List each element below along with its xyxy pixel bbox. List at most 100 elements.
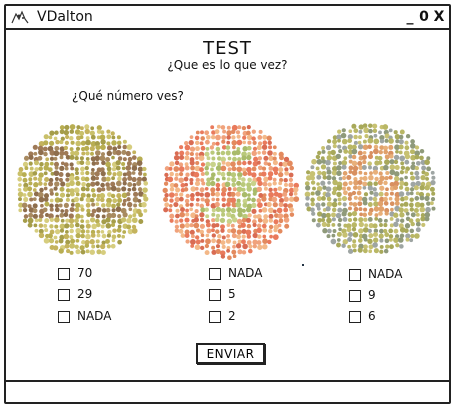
maximize-button[interactable]: 0: [419, 9, 429, 25]
plate-dot: [100, 182, 105, 188]
plate-dot: [426, 166, 432, 172]
plate-dot: [214, 201, 220, 208]
plate-dot: [385, 244, 390, 249]
plate-dot: [337, 222, 342, 227]
app-logo-icon: [11, 10, 29, 24]
plate-dot: [404, 140, 409, 145]
plate-dot: [38, 181, 43, 186]
checkbox[interactable]: [349, 311, 361, 323]
plate-dot: [180, 233, 186, 238]
plate-dot: [377, 155, 383, 161]
plate-dot: [341, 243, 346, 248]
plate-dot: [332, 139, 338, 145]
plate-dot: [384, 138, 389, 143]
ishihara-plate-2: [162, 124, 300, 261]
plate-dot: [225, 206, 232, 213]
checkbox[interactable]: [349, 290, 361, 302]
plate-dot: [111, 140, 117, 146]
checkbox[interactable]: [209, 268, 221, 280]
plate-dot: [321, 170, 327, 177]
plate-dot: [105, 207, 111, 213]
plate-dot: [79, 126, 84, 131]
plate-dot: [126, 161, 132, 166]
plate-dot: [204, 207, 209, 212]
plate-dot: [343, 190, 348, 196]
plate-dot: [200, 130, 204, 135]
plate-dot: [121, 186, 127, 192]
checkbox[interactable]: [349, 269, 361, 281]
plate-dot: [352, 232, 359, 238]
plate-dot: [75, 192, 80, 197]
plate-dot: [410, 233, 415, 239]
submit-button[interactable]: ENVIAR: [196, 343, 265, 364]
plate-dot: [241, 151, 247, 158]
plate-dot: [85, 249, 90, 254]
checkbox[interactable]: [58, 268, 70, 280]
plate-dot: [230, 172, 237, 178]
plate-dot: [353, 140, 358, 145]
plate-dot: [394, 171, 400, 177]
plate-dot: [204, 130, 210, 136]
plate-dot: [59, 234, 65, 240]
checkbox[interactable]: [209, 311, 221, 323]
plate-dot: [325, 159, 331, 166]
plate-dot: [204, 166, 209, 171]
plate-dot: [362, 185, 367, 190]
plate-dot: [215, 177, 220, 182]
plate-dot: [43, 186, 48, 191]
plate-dot: [272, 160, 278, 166]
plate-dot: [48, 238, 55, 244]
plate-dot: [110, 222, 116, 228]
plate-dot: [49, 156, 55, 161]
plate-dot: [373, 201, 379, 207]
plate-dot: [22, 193, 27, 197]
plate-dot: [278, 202, 284, 208]
plate-dot: [393, 130, 398, 135]
plate-dot: [362, 139, 367, 144]
plate-dot: [105, 202, 112, 208]
plate-dot: [70, 150, 75, 156]
plate-dot: [310, 191, 315, 196]
plate-dot: [288, 172, 294, 178]
plate-dot: [101, 240, 106, 245]
plate-dot: [231, 135, 236, 140]
plate-dot: [431, 191, 436, 196]
plate-dot: [389, 154, 394, 159]
plate-dot: [69, 223, 75, 229]
plate-dot: [220, 125, 226, 130]
plate-dot: [398, 223, 404, 229]
checkbox[interactable]: [209, 289, 221, 301]
plate-dot: [368, 165, 372, 170]
plate-dot: [69, 154, 75, 160]
plate-dot: [220, 254, 226, 259]
plate-dot: [195, 177, 200, 183]
checkbox[interactable]: [58, 289, 70, 301]
plate-dot: [22, 207, 28, 213]
plate-dot: [288, 182, 294, 188]
plate-dot: [49, 140, 55, 146]
plate-dot: [351, 154, 357, 160]
plate-dot: [48, 181, 54, 187]
close-button[interactable]: X: [433, 9, 445, 25]
plate-dot: [91, 244, 96, 249]
checkbox[interactable]: [58, 311, 70, 323]
plate-dot: [64, 223, 70, 229]
option-label: 9: [368, 288, 376, 302]
minimize-button[interactable]: _: [406, 9, 414, 25]
plate-dot: [404, 153, 411, 160]
plate-dot: [206, 228, 212, 234]
plate-dot: [374, 213, 379, 218]
plate-dot: [409, 171, 414, 176]
plate-dot: [230, 223, 235, 228]
plate-dot: [215, 182, 221, 188]
plate-dot: [251, 129, 256, 134]
plate-dot: [378, 211, 383, 216]
plate-dot: [210, 187, 216, 193]
plate-dot: [236, 234, 242, 240]
plate-dot: [424, 159, 430, 166]
plate-dot: [395, 139, 400, 144]
plate-dot: [341, 128, 346, 133]
plate-dot: [383, 164, 389, 171]
plate-dot: [341, 196, 348, 202]
plate-dot: [241, 125, 247, 131]
